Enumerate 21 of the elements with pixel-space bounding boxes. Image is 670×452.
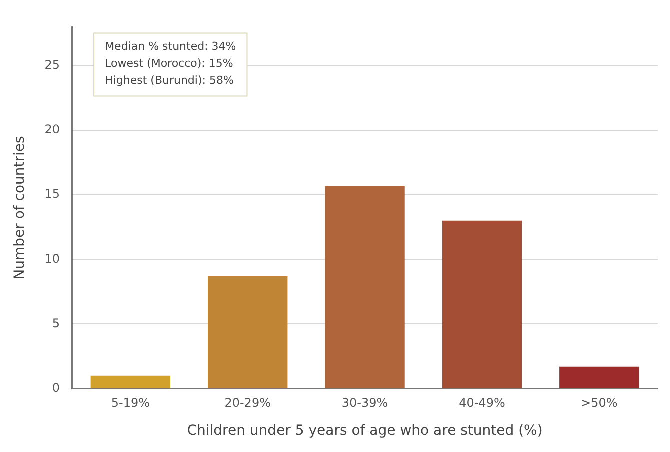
annotation: Median % stunted: 34%: [105, 40, 236, 54]
x-tick-label: 30-39%: [342, 396, 388, 410]
y-tick-label: 5: [52, 316, 60, 330]
x-tick-label: >50%: [581, 396, 618, 410]
bar: [325, 186, 405, 388]
y-axis-title: Number of countries: [12, 136, 28, 280]
x-axis-title: Children under 5 years of age who are stunted (%): [187, 423, 543, 440]
bar: [90, 376, 171, 388]
bar: [208, 276, 288, 388]
bar: [442, 220, 522, 388]
y-tick-label: 25: [44, 58, 60, 72]
y-tick-label: 0: [52, 380, 60, 395]
x-tick-label: 40-49%: [459, 396, 506, 410]
annotation: Lowest (Morocco): 15%: [105, 57, 234, 70]
y-tick-label: 20: [44, 122, 60, 137]
x-tick-label: 5-19%: [111, 396, 150, 410]
x-tick-label: 20-29%: [224, 396, 271, 410]
y-tick-label: 15: [44, 187, 60, 202]
bar: [560, 366, 640, 388]
y-tick-label: 10: [44, 252, 60, 266]
annotation: Highest (Burundi): 58%: [105, 74, 234, 88]
